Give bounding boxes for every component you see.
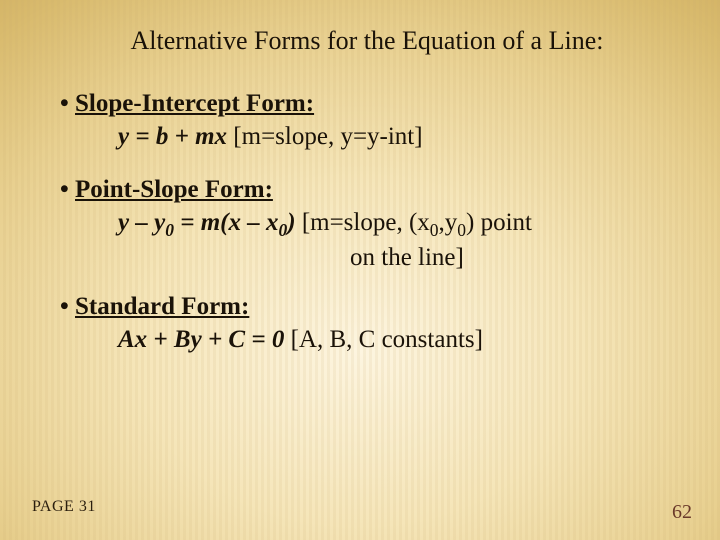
equation-line: Ax + By + C = 0 [A, B, C constants] xyxy=(60,323,674,357)
slide-number: 62 xyxy=(672,501,692,524)
heading-text: Standard Form: xyxy=(75,293,249,320)
form-point-slope: • Point-Slope Form: y – y0 = m(x – x0) [… xyxy=(60,176,674,275)
page-reference: PAGE 31 xyxy=(32,498,96,516)
bullet-heading: • Slope-Intercept Form: xyxy=(60,90,674,118)
equation-line: y = b + mx [m=slope, y=y-int] xyxy=(60,120,674,154)
heading-text: Point-Slope Form: xyxy=(75,176,273,203)
equation-desc: [m=slope, y=y-int] xyxy=(227,123,423,150)
slide-title: Alternative Forms for the Equation of a … xyxy=(60,26,674,56)
form-slope-intercept: • Slope-Intercept Form: y = b + mx [m=sl… xyxy=(60,90,674,154)
equation: y – y0 = m(x – x0) xyxy=(118,209,296,236)
heading-text: Slope-Intercept Form: xyxy=(75,90,314,117)
equation: y = b + mx xyxy=(118,123,227,150)
slide-content: Alternative Forms for the Equation of a … xyxy=(0,0,720,357)
equation-desc: [A, B, C constants] xyxy=(284,326,483,353)
bullet-heading: • Point-Slope Form: xyxy=(60,176,674,204)
equation-line: y – y0 = m(x – x0) [m=slope, (x0,y0) poi… xyxy=(60,206,674,243)
equation-desc: [m=slope, (x0,y0) point xyxy=(296,209,532,236)
form-standard: • Standard Form: Ax + By + C = 0 [A, B, … xyxy=(60,293,674,357)
bullet-heading: • Standard Form: xyxy=(60,293,674,321)
equation-desc-cont: on the line] xyxy=(60,242,674,275)
equation: Ax + By + C = 0 xyxy=(118,326,284,353)
